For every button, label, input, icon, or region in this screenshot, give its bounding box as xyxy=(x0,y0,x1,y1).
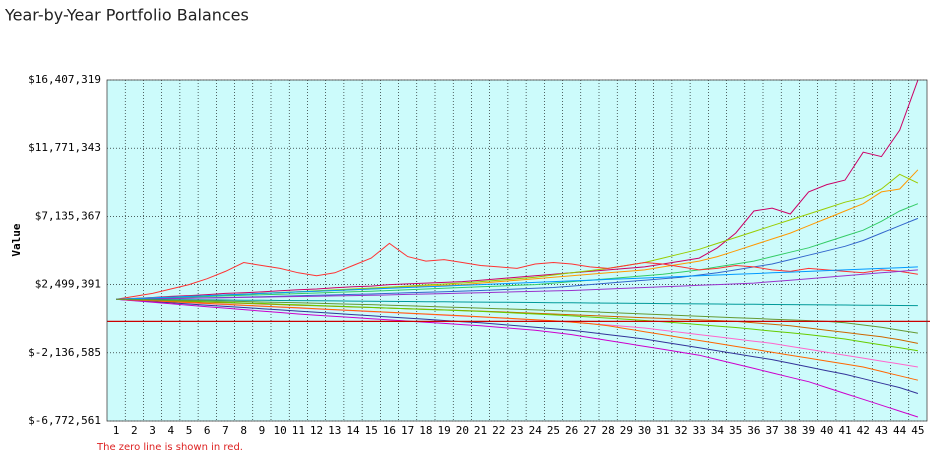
x-tick-label: 38 xyxy=(784,424,797,437)
note: The zero line is shown in red. xyxy=(96,442,243,453)
x-tick-label: 42 xyxy=(857,424,870,437)
series-line xyxy=(116,298,919,381)
x-tick-label: 40 xyxy=(820,424,833,437)
x-tick-label: 31 xyxy=(656,424,669,437)
series-line xyxy=(116,298,918,307)
x-tick-label: 19 xyxy=(437,424,450,437)
x-tick-label: 2 xyxy=(131,424,138,437)
y-tick-label: $2,499,391 xyxy=(35,278,101,291)
x-tick-label: 12 xyxy=(310,424,323,437)
x-tick-label: 16 xyxy=(383,424,396,437)
series-line xyxy=(116,242,918,300)
series-line xyxy=(116,298,918,334)
x-tick-label: 10 xyxy=(273,424,286,437)
y-axis-label: Value xyxy=(10,223,23,256)
x-tick-label: 6 xyxy=(204,424,211,437)
x-tick-label: 33 xyxy=(693,424,706,437)
x-tick-label: 15 xyxy=(365,424,378,437)
x-tick-label: 1 xyxy=(113,424,120,437)
series-line xyxy=(116,266,918,300)
x-tick-label: 39 xyxy=(802,424,815,437)
series-line xyxy=(116,79,919,300)
x-tick-label: 9 xyxy=(259,424,266,437)
x-tick-label: 23 xyxy=(510,424,523,437)
x-tick-label: 26 xyxy=(565,424,578,437)
x-tick-label: 5 xyxy=(186,424,193,437)
series-line xyxy=(116,269,918,300)
x-tick-label: 8 xyxy=(240,424,247,437)
chart-title: Year-by-Year Portfolio Balances xyxy=(4,6,249,25)
x-tick-label: 11 xyxy=(292,424,305,437)
x-tick-label: 41 xyxy=(838,424,851,437)
x-tick-label: 13 xyxy=(328,424,341,437)
series-line xyxy=(116,298,919,394)
y-tick-label: $-6,772,561 xyxy=(28,414,101,427)
x-tick-label: 35 xyxy=(729,424,742,437)
x-tick-label: 24 xyxy=(529,424,543,437)
x-tick-label: 36 xyxy=(747,424,760,437)
plot-border xyxy=(106,79,928,422)
x-tick-label: 37 xyxy=(765,424,778,437)
x-tick-label: 34 xyxy=(711,424,725,437)
x-tick-label: 45 xyxy=(911,424,924,437)
x-tick-label: 3 xyxy=(149,424,156,437)
x-tick-label: 25 xyxy=(547,424,560,437)
x-tick-label: 7 xyxy=(222,424,229,437)
y-tick-label: $11,771,343 xyxy=(28,141,101,154)
series-line xyxy=(116,203,919,300)
x-tick-label: 29 xyxy=(620,424,633,437)
series-line xyxy=(116,298,918,352)
x-tick-label: 43 xyxy=(875,424,888,437)
x-tick-label: 22 xyxy=(492,424,505,437)
x-tick-label: 27 xyxy=(583,424,596,437)
x-tick-label: 32 xyxy=(674,424,687,437)
series-line xyxy=(116,298,919,418)
plot-area xyxy=(107,80,927,421)
x-tick-label: 17 xyxy=(401,424,414,437)
x-tick-label: 44 xyxy=(893,424,907,437)
x-tick-label: 30 xyxy=(638,424,651,437)
x-tick-label: 28 xyxy=(601,424,614,437)
y-tick-label: $16,407,319 xyxy=(28,73,101,86)
y-tick-label: $-2,136,585 xyxy=(28,346,101,359)
x-tick-label: 18 xyxy=(419,424,432,437)
x-tick-label: 4 xyxy=(167,424,174,437)
y-tick-label: $7,135,367 xyxy=(35,209,101,222)
x-tick-label: 20 xyxy=(456,424,469,437)
x-tick-label: 14 xyxy=(346,424,360,437)
x-tick-label: 21 xyxy=(474,424,487,437)
